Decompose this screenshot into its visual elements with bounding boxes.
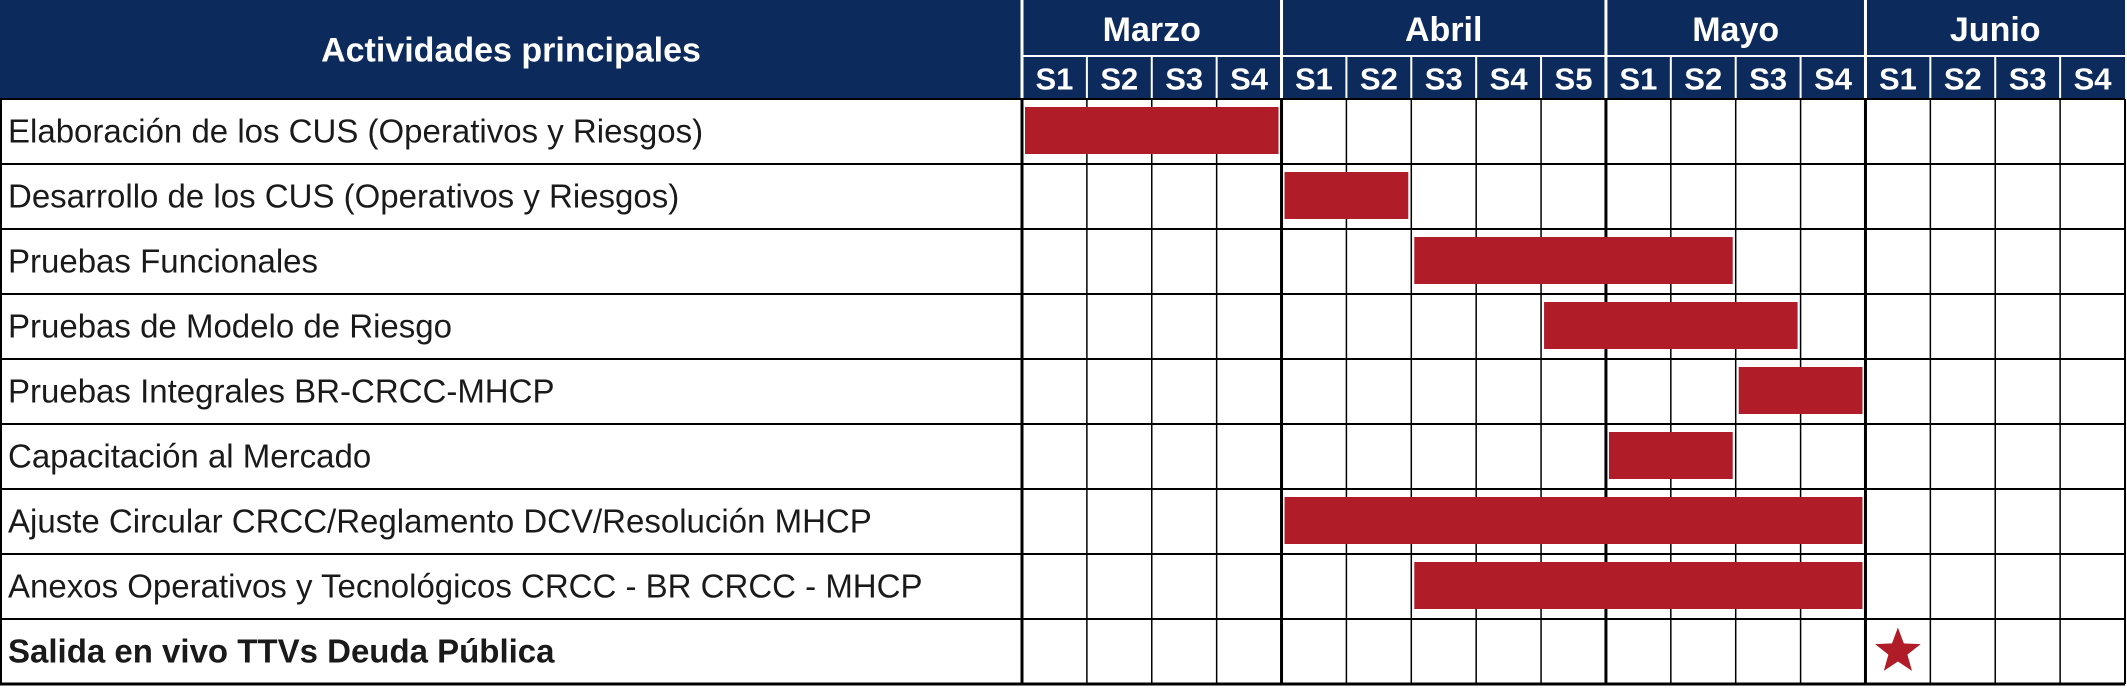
task-label: Elaboración de los CUS (Operativos y Rie… [8,113,703,150]
task-label: Ajuste Circular CRCC/Reglamento DCV/Reso… [8,503,872,540]
task-bar [1414,237,1733,284]
month-label: Mayo [1692,11,1779,49]
week-label: S1 [1035,62,1073,97]
week-label: S3 [1749,62,1787,97]
task-label: Salida en vivo TTVs Deuda Pública [8,633,555,670]
month-label: Abril [1405,11,1482,49]
task-bar [1608,432,1733,479]
week-label: S5 [1555,62,1593,97]
week-label: S2 [1360,62,1398,97]
week-label: S4 [2074,62,2113,97]
task-bar [1414,562,1863,609]
week-label: S3 [1425,62,1463,97]
week-label: S1 [1295,62,1333,97]
week-label: S1 [1619,62,1657,97]
task-label: Anexos Operativos y Tecnológicos CRCC - … [8,568,922,605]
task-label: Capacitación al Mercado [8,438,371,475]
week-label: S4 [1230,62,1269,97]
week-label: S2 [1944,62,1982,97]
week-label: S1 [1879,62,1917,97]
week-label: S4 [1490,62,1529,97]
activities-header: Actividades principales [321,32,701,70]
task-bar [1025,107,1279,154]
task-bar [1738,367,1863,414]
task-bar [1544,302,1798,349]
task-label: Pruebas de Modelo de Riesgo [8,308,452,345]
week-label: S3 [2009,62,2047,97]
week-label: S3 [1165,62,1203,97]
month-label: Junio [1950,11,2041,49]
task-bar [1284,172,1409,219]
week-label: S2 [1100,62,1138,97]
task-label: Desarrollo de los CUS (Operativos y Ries… [8,178,679,215]
week-label: S2 [1684,62,1722,97]
task-label: Pruebas Funcionales [8,243,318,280]
header-background [0,0,2125,99]
task-bar [1284,497,1863,544]
milestone-star-icon [1875,627,1921,671]
week-label: S4 [1814,62,1853,97]
month-label: Marzo [1103,11,1201,49]
task-label: Pruebas Integrales BR-CRCC-MHCP [8,373,554,410]
